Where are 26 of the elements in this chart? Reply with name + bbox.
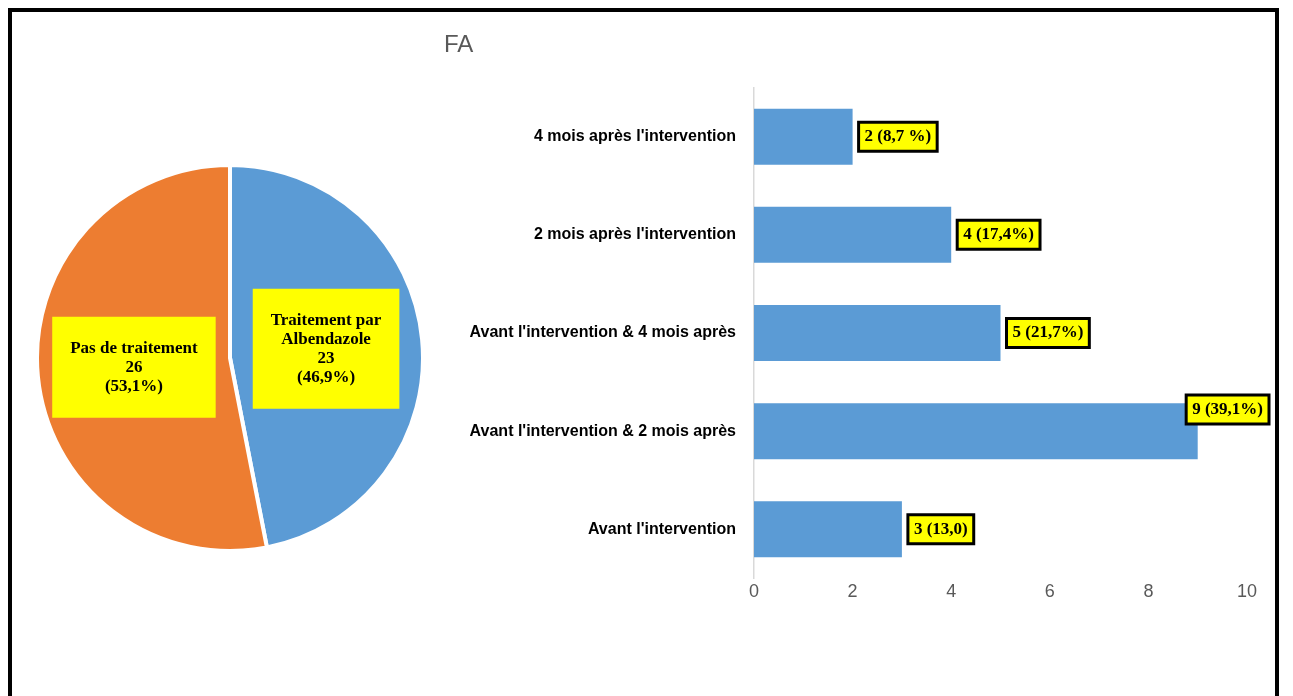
- y-tick-label: Avant l'intervention & 4 mois après: [469, 323, 737, 341]
- y-tick-label: Avant l'intervention: [587, 519, 736, 537]
- x-tick-label: 6: [1044, 581, 1055, 602]
- x-tick-label: 2: [847, 581, 858, 602]
- bar: [754, 501, 902, 558]
- x-tick-label: 0: [748, 581, 760, 602]
- y-tick-label: Avant l'intervention & 2 mois après: [469, 421, 737, 439]
- data-label: 23 (46,9%): [297, 347, 356, 386]
- chart-title: FA: [444, 30, 474, 58]
- data-label: 26 (53,1%): [104, 356, 163, 395]
- data-label: 2 (8,7 %): [864, 126, 932, 146]
- x-tick-label: 10: [1236, 581, 1258, 602]
- x-tick-label: 8: [1143, 581, 1154, 602]
- bar: [754, 305, 1001, 361]
- data-label: 4 (17,4%): [963, 224, 1035, 244]
- data-label: 9 (39,1%): [1192, 398, 1263, 418]
- x-tick-label: 4: [946, 581, 957, 602]
- y-tick-label: 4 mois après l'intervention: [533, 127, 736, 145]
- bar: [754, 403, 1198, 460]
- bar: [754, 206, 952, 263]
- slice-label: Traitement par Albendazole: [270, 309, 382, 348]
- y-tick-label: 2 mois après l'intervention: [533, 225, 736, 243]
- data-label: 5 (21,7%): [1012, 322, 1084, 342]
- data-label: 3 (13,0): [913, 518, 968, 538]
- slice-label: Pas de traitement: [70, 337, 199, 357]
- bar: [754, 108, 853, 165]
